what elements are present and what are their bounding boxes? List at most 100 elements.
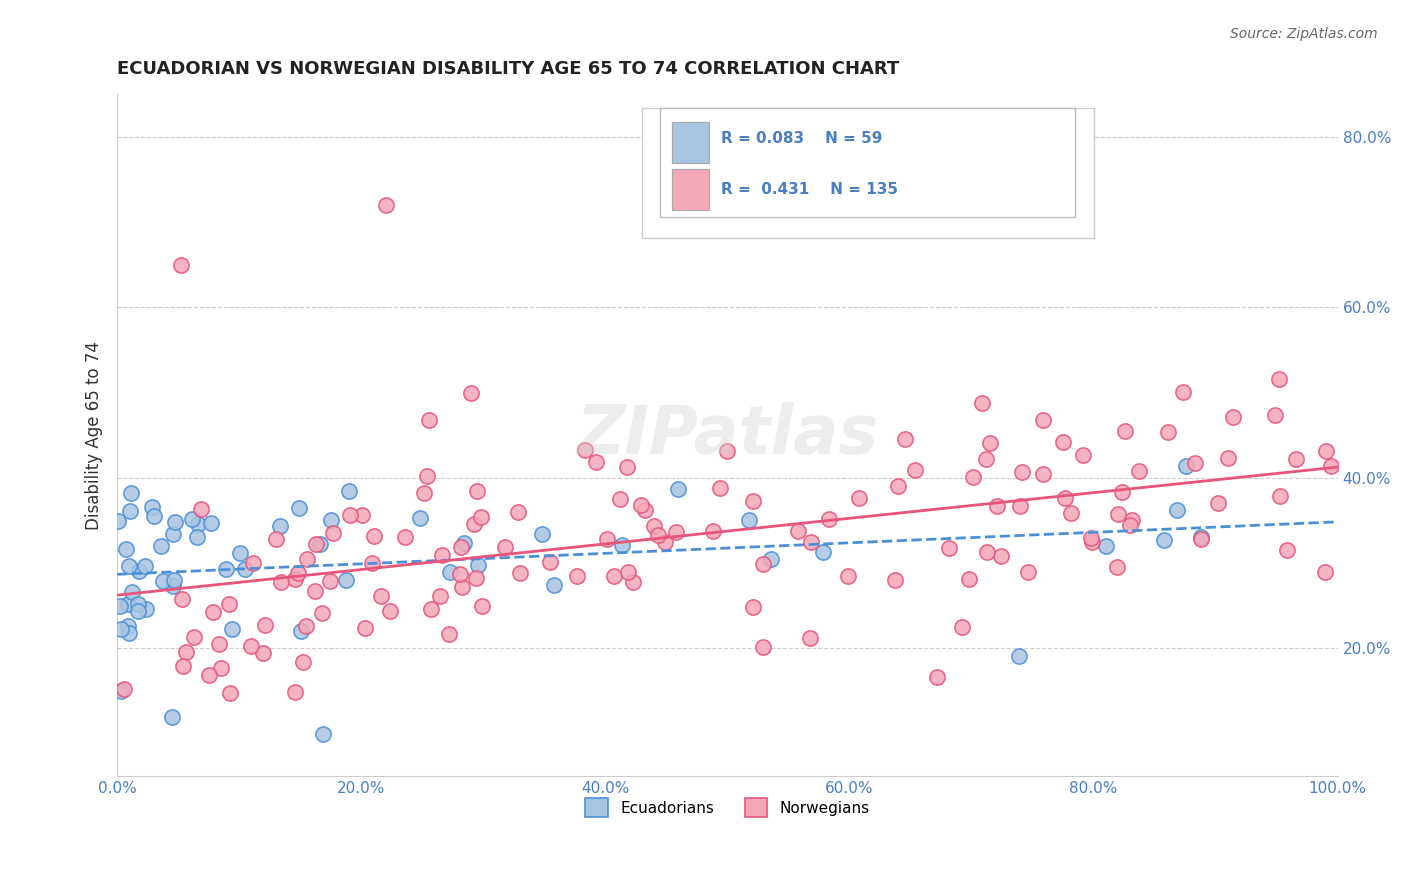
Norwegians xyxy=(295,619,318,633)
Norwegians xyxy=(1315,443,1337,458)
Norwegians xyxy=(647,528,669,542)
Norwegians xyxy=(1264,408,1286,422)
Norwegians xyxy=(412,486,434,500)
Norwegians xyxy=(1114,424,1136,438)
Norwegians xyxy=(938,541,960,555)
Norwegians xyxy=(1071,448,1094,462)
Norwegians xyxy=(375,198,398,212)
Norwegians xyxy=(460,385,482,400)
Ecuadorians xyxy=(115,541,138,556)
Ecuadorians xyxy=(290,624,312,638)
Legend: Ecuadorians, Norwegians: Ecuadorians, Norwegians xyxy=(579,792,876,823)
Norwegians xyxy=(970,396,993,410)
Norwegians xyxy=(284,684,307,698)
Norwegians xyxy=(1054,491,1077,505)
Norwegians xyxy=(270,575,292,590)
Ecuadorians xyxy=(1175,459,1198,474)
Norwegians xyxy=(432,548,454,562)
Norwegians xyxy=(170,258,193,272)
Ecuadorians xyxy=(1153,533,1175,548)
Norwegians xyxy=(1121,513,1143,527)
Ecuadorians xyxy=(120,485,142,500)
Text: R =  0.431    N = 135: R = 0.431 N = 135 xyxy=(721,182,898,197)
Norwegians xyxy=(506,505,529,519)
Ecuadorians xyxy=(118,626,141,640)
Norwegians xyxy=(787,524,810,538)
Norwegians xyxy=(1107,507,1129,521)
Norwegians xyxy=(254,618,277,632)
Norwegians xyxy=(1206,496,1229,510)
Norwegians xyxy=(319,574,342,588)
Bar xyxy=(672,169,709,211)
Norwegians xyxy=(494,540,516,554)
Norwegians xyxy=(976,545,998,559)
Ecuadorians xyxy=(162,579,184,593)
Ecuadorians xyxy=(110,684,132,698)
Norwegians xyxy=(471,599,494,613)
Norwegians xyxy=(450,541,472,555)
Bar xyxy=(661,108,1076,217)
Ecuadorians xyxy=(107,514,129,528)
Norwegians xyxy=(957,572,980,586)
Norwegians xyxy=(616,460,638,475)
Ecuadorians xyxy=(811,545,834,559)
Text: Source: ZipAtlas.com: Source: ZipAtlas.com xyxy=(1230,27,1378,41)
Norwegians xyxy=(183,630,205,644)
Norwegians xyxy=(665,524,688,539)
Norwegians xyxy=(1032,467,1054,482)
Norwegians xyxy=(716,444,738,458)
Norwegians xyxy=(617,566,640,580)
Norwegians xyxy=(363,529,385,543)
Norwegians xyxy=(1011,466,1033,480)
Norwegians xyxy=(709,481,731,495)
Norwegians xyxy=(252,646,274,660)
Ecuadorians xyxy=(135,602,157,616)
Norwegians xyxy=(170,591,193,606)
Ecuadorians xyxy=(128,564,150,578)
Ecuadorians xyxy=(141,500,163,514)
Text: R = 0.083    N = 59: R = 0.083 N = 59 xyxy=(721,131,883,146)
Norwegians xyxy=(800,535,823,549)
Norwegians xyxy=(751,640,773,655)
Ecuadorians xyxy=(118,504,141,518)
Norwegians xyxy=(634,503,657,517)
Ecuadorians xyxy=(759,552,782,566)
Ecuadorians xyxy=(186,530,208,544)
Norwegians xyxy=(1017,566,1039,580)
Ecuadorians xyxy=(134,558,156,573)
Norwegians xyxy=(112,681,135,696)
Norwegians xyxy=(208,637,231,651)
Norwegians xyxy=(264,532,287,546)
Ecuadorians xyxy=(531,526,554,541)
Norwegians xyxy=(990,549,1012,563)
Norwegians xyxy=(470,510,492,524)
Norwegians xyxy=(339,508,361,523)
Norwegians xyxy=(450,580,472,594)
Norwegians xyxy=(201,605,224,619)
Ecuadorians xyxy=(738,513,761,527)
Ecuadorians xyxy=(1189,530,1212,544)
Ecuadorians xyxy=(453,536,475,550)
Norwegians xyxy=(950,620,973,634)
Ecuadorians xyxy=(543,578,565,592)
Norwegians xyxy=(565,569,588,583)
Ecuadorians xyxy=(181,512,204,526)
Norwegians xyxy=(240,640,263,654)
Ecuadorians xyxy=(160,709,183,723)
Ecuadorians xyxy=(1166,503,1188,517)
Norwegians xyxy=(742,494,765,508)
Norwegians xyxy=(287,566,309,581)
Ecuadorians xyxy=(233,561,256,575)
Norwegians xyxy=(394,530,416,544)
Ecuadorians xyxy=(200,516,222,530)
Ecuadorians xyxy=(467,558,489,572)
Norwegians xyxy=(1189,533,1212,547)
Norwegians xyxy=(464,571,486,585)
Ecuadorians xyxy=(162,527,184,541)
Norwegians xyxy=(1313,565,1336,579)
Norwegians xyxy=(702,524,724,538)
Norwegians xyxy=(295,552,318,566)
Norwegians xyxy=(1105,560,1128,574)
Ecuadorians xyxy=(110,623,132,637)
Norwegians xyxy=(1111,484,1133,499)
